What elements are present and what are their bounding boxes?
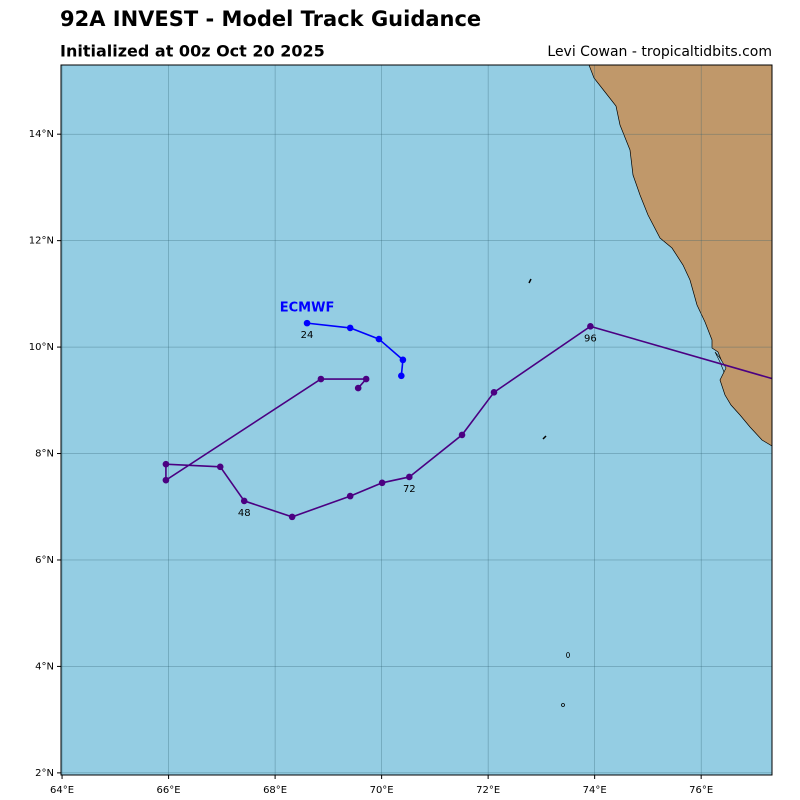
y-tick-label: 2°N: [35, 768, 54, 779]
track-point: [362, 375, 370, 383]
x-tick-label: 72°E: [476, 785, 500, 796]
x-tick-label: 66°E: [157, 785, 181, 796]
island: [542, 435, 547, 440]
point-label: 48: [238, 508, 251, 519]
plot-frame: [60, 64, 773, 776]
point-label: 72: [403, 484, 416, 495]
x-tick-label: 68°E: [263, 785, 287, 796]
track-point: [162, 476, 170, 484]
lagoon: [714, 351, 727, 373]
labels: 64°E 66°E 68°E 70°E 72°E 74°E 76°E 2°N 4°N 6°N 8°N…: [29, 129, 713, 796]
y-tick-label: 8°N: [35, 449, 54, 460]
point-label: 96: [584, 333, 597, 344]
x-tick-label: 76°E: [689, 785, 713, 796]
credit: Levi Cowan - tropicaltidbits.com: [547, 44, 772, 60]
x-tick-label: 70°E: [370, 785, 394, 796]
track-point: [346, 324, 354, 332]
track-point: [375, 335, 383, 343]
track-point: [354, 384, 362, 392]
track-point: [317, 375, 325, 383]
y-tick-label: 6°N: [35, 555, 54, 566]
track-point: [406, 473, 413, 481]
track-point: [216, 463, 224, 471]
track-point: [783, 379, 790, 386]
y-tick-label: 12°N: [29, 236, 54, 247]
track-point: [378, 479, 386, 487]
track-point: [162, 460, 170, 468]
track-point: [346, 492, 354, 500]
track-point: [288, 513, 296, 521]
track-point: [490, 389, 498, 396]
y-tick-label: 14°N: [29, 129, 54, 140]
land: [528, 65, 772, 707]
island: [566, 652, 570, 658]
y-tick-label: 4°N: [35, 661, 54, 672]
track-point: [587, 323, 594, 330]
x-tick-label: 64°E: [50, 785, 74, 796]
coastline: [588, 65, 772, 447]
track-point: [458, 431, 466, 439]
island: [528, 278, 532, 284]
point-label: 24: [301, 330, 314, 341]
y-tick-label: 10°N: [29, 342, 54, 353]
track-point: [303, 319, 311, 327]
tracks: [162, 319, 790, 521]
track-point: [398, 372, 405, 380]
chart-title: 92A INVEST - Model Track Guidance: [60, 7, 481, 31]
track-point: [240, 497, 248, 505]
track-point: [399, 356, 407, 364]
grid: [61, 65, 772, 775]
island: [561, 703, 565, 707]
x-tick-label: 74°E: [583, 785, 607, 796]
chart-subtitle: Initialized at 00z Oct 20 2025: [60, 42, 325, 61]
track-name: ECMWF: [280, 301, 335, 316]
